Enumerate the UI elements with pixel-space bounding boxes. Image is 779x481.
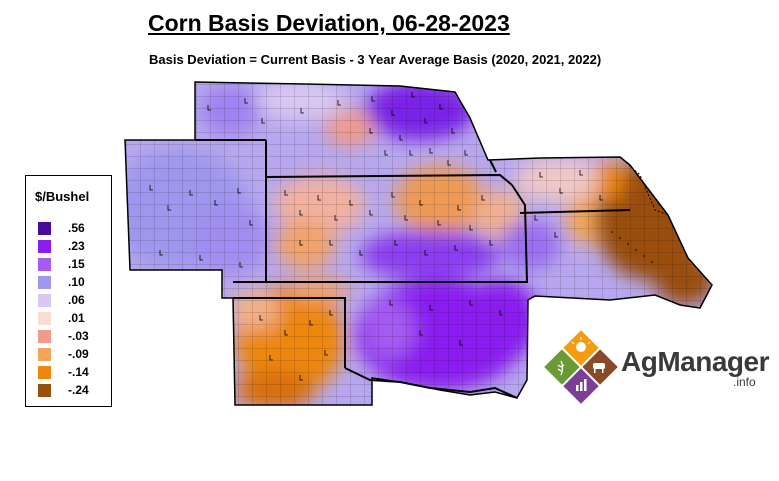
nebraska-kansas-border (265, 173, 513, 186)
legend-swatch (38, 312, 51, 325)
legend-swatch (38, 330, 51, 343)
legend-label: .15 (68, 257, 85, 271)
legend-label: .23 (68, 239, 85, 253)
legend-title: $/Bushel (35, 189, 90, 204)
legend-label: -.14 (68, 365, 89, 379)
agmanager-logo[interactable]: AgManager .info (541, 327, 769, 407)
legend-swatch (38, 294, 51, 307)
legend-swatch (38, 348, 51, 361)
legend-label: -.03 (68, 329, 89, 343)
legend-swatch (38, 366, 51, 379)
oklahoma-panhandle-border (233, 297, 346, 368)
logo-diamond-icon (544, 330, 618, 404)
page-subtitle: Basis Deviation = Current Basis - 3 Year… (149, 52, 602, 67)
legend-label: -.09 (68, 347, 89, 361)
elevator-markers (149, 92, 603, 381)
legend: $/Bushel .56 .23 .15 .10 .06 .01 -.03 -.… (25, 175, 112, 407)
red-river-border (344, 367, 518, 399)
state-boundaries (195, 139, 669, 399)
legend-swatch (38, 384, 51, 397)
legend-label: .10 (68, 275, 85, 289)
legend-swatch (38, 258, 51, 271)
logo-brand-text: AgManager (621, 346, 769, 377)
kansas-missouri-border (511, 184, 528, 283)
region-outline (124, 81, 713, 406)
missouri-river (619, 156, 669, 216)
logo-suffix-text: .info (733, 375, 756, 389)
page-title: Corn Basis Deviation, 06-28-2023 (148, 10, 510, 36)
iowa-missouri-border (489, 159, 631, 214)
missouri-dots (611, 231, 653, 263)
legend-label: -.24 (68, 383, 89, 397)
legend-swatch (38, 222, 51, 235)
legend-label: .06 (68, 293, 85, 307)
legend-swatch (38, 276, 51, 289)
legend-swatch (38, 240, 51, 253)
legend-label: .56 (68, 221, 85, 235)
legend-label: .01 (68, 311, 85, 325)
